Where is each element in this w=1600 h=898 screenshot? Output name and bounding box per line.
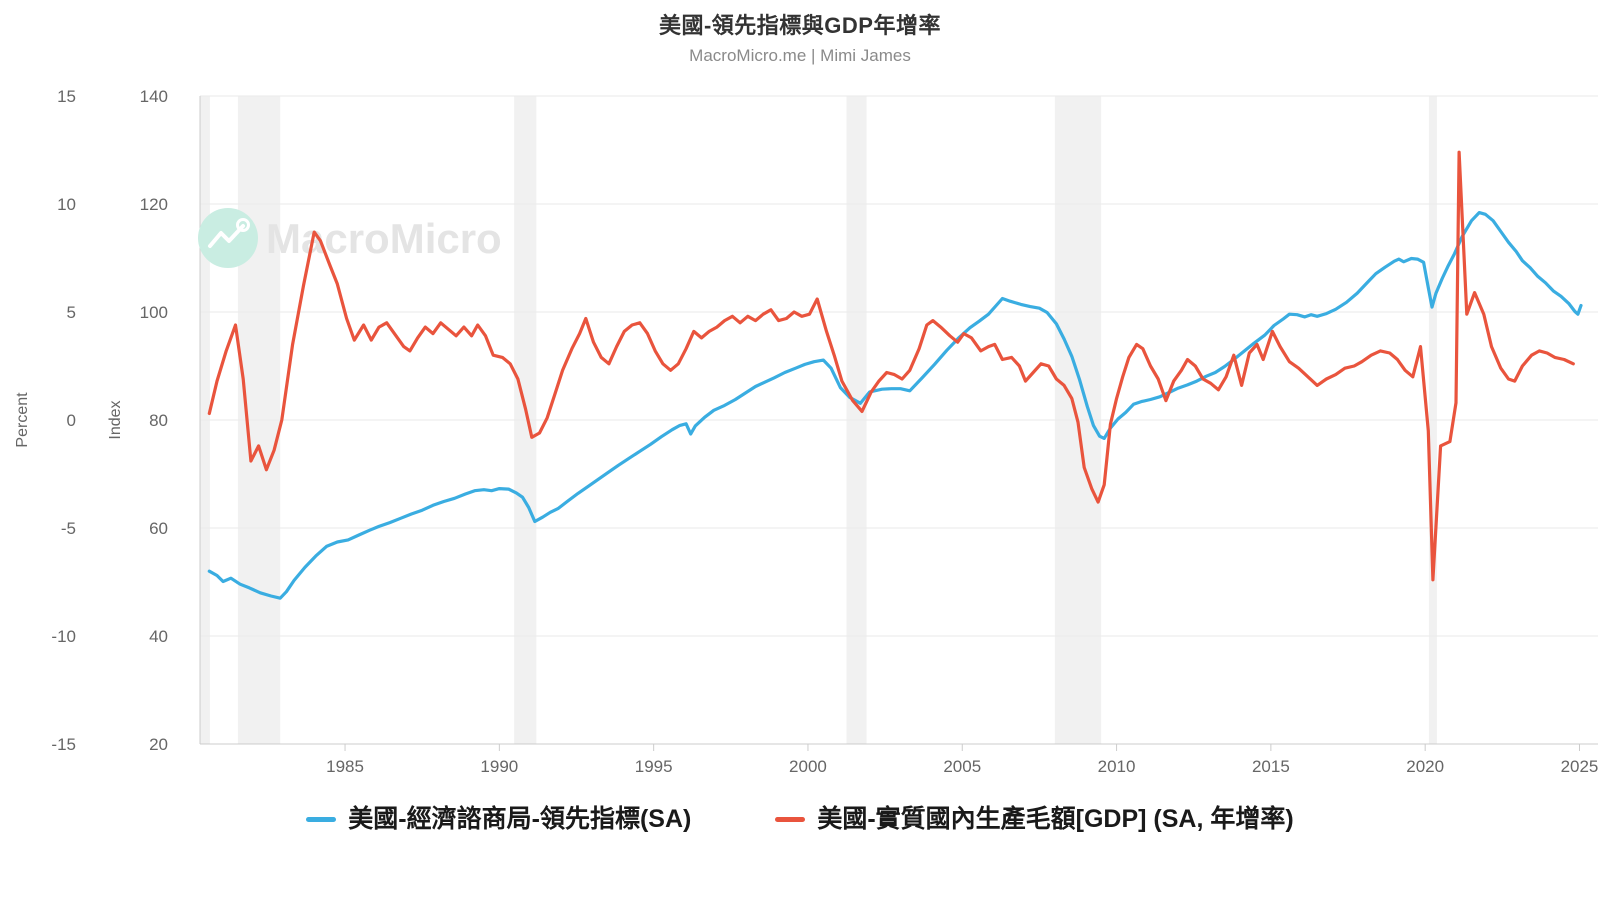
gdp-legend-label: 美國-實質國內生產毛額[GDP] (SA, 年增率) — [817, 805, 1294, 833]
x-tick-label: 2020 — [1406, 757, 1444, 776]
percent-tick-label: -5 — [61, 519, 76, 538]
logo-trend-icon — [208, 224, 245, 248]
index-tick-label: 100 — [140, 303, 168, 322]
x-tick-label: 2005 — [943, 757, 981, 776]
index-tick-label: 120 — [140, 195, 168, 214]
chart-subtitle: MacroMicro.me | Mimi James — [689, 46, 911, 65]
legend-item-lei[interactable]: 美國-經濟諮商局-領先指標(SA) — [306, 805, 692, 834]
x-tick-label: 1990 — [480, 757, 518, 776]
percent-tick-label: -10 — [51, 627, 76, 646]
watermark-text: MacroMicro — [266, 215, 502, 262]
lei-legend-dash-icon — [306, 817, 337, 823]
index-tick-label: 60 — [149, 519, 168, 538]
lei-legend-label: 美國-經濟諮商局-領先指標(SA) — [348, 805, 692, 833]
percent-tick-label: 0 — [67, 411, 76, 430]
index-tick-label: 20 — [149, 735, 168, 754]
percent-tick-label: 5 — [67, 303, 76, 322]
index-axis-title: Index — [107, 400, 124, 439]
gdp-legend-dash-icon — [775, 817, 806, 823]
chart-title: 美國-領先指標與GDP年增率 — [658, 13, 941, 38]
x-tick-label: 2015 — [1252, 757, 1290, 776]
logo-lens-icon — [236, 218, 250, 232]
x-tick-label: 1995 — [635, 757, 673, 776]
x-tick-label: 2010 — [1098, 757, 1136, 776]
index-tick-label: 140 — [140, 87, 168, 106]
percent-tick-label: 10 — [57, 195, 76, 214]
percent-axis-title: Percent — [14, 392, 31, 448]
x-tick-label: 1985 — [326, 757, 364, 776]
index-tick-label: 40 — [149, 627, 168, 646]
index-tick-label: 80 — [149, 411, 168, 430]
percent-tick-label: -15 — [51, 735, 76, 754]
gdp-line[interactable] — [207, 150, 1575, 582]
x-tick-label: 2025 — [1561, 757, 1599, 776]
x-tick-label: 2000 — [789, 757, 827, 776]
chart-legend: 美國-經濟諮商局-領先指標(SA) 美國-實質國內生產毛額[GDP] (SA, … — [0, 805, 1600, 834]
percent-tick-label: 15 — [57, 87, 76, 106]
lei-line[interactable] — [207, 211, 1583, 600]
legend-item-gdp[interactable]: 美國-實質國內生產毛額[GDP] (SA, 年增率) — [775, 805, 1294, 834]
